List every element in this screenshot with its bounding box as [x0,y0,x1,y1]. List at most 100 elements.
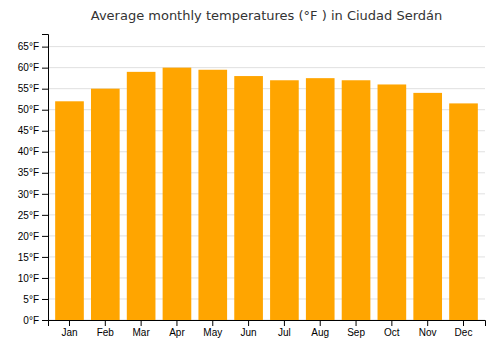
tick-mark [42,215,48,216]
tick: 40°F [18,146,48,157]
axis-domain [49,321,486,327]
bar [198,70,227,320]
tick: Feb [97,320,115,338]
tick: Aug [311,320,329,338]
tick: May [203,320,222,338]
tick-mark [427,320,428,326]
y-axis: 0°F 5°F 10°F 15°F 20°F 25°F 30°F 35°F 40°F 45°F 50… [18,35,49,326]
chart: Average monthly temperatures (°F ) in Ci… [0,0,500,350]
tick-label: Feb [97,327,115,338]
tick-label: Mar [133,327,151,338]
tick-label: 30°F [18,189,39,200]
tick: Jan [61,320,77,338]
tick: 20°F [18,231,48,242]
tick-label: Apr [169,327,185,338]
tick-label: Jul [278,327,291,338]
tick-mark [42,47,48,48]
bars [55,68,478,320]
tick-mark [42,299,48,300]
tick-label: Jun [241,327,257,338]
tick-label: 5°F [23,294,39,305]
tick: 25°F [18,210,48,221]
tick-label: Dec [455,327,473,338]
tick-label: 55°F [18,83,39,94]
bar [413,93,442,320]
tick-label: 65°F [18,41,39,52]
bar [270,80,299,320]
tick: 5°F [23,294,48,305]
tick-mark [42,320,48,321]
tick: 65°F [18,41,48,52]
tick-mark [42,110,48,111]
tick: 35°F [18,167,48,178]
tick-label: 40°F [18,146,39,157]
tick-mark [42,68,48,69]
grid [48,47,485,320]
bar [378,84,407,320]
tick-mark [248,320,249,326]
bar [91,89,120,320]
tick-mark [463,320,464,326]
tick: 55°F [18,83,48,94]
tick: 10°F [18,273,48,284]
tick: Apr [169,320,185,338]
tick-label: 0°F [23,315,39,326]
plot: 0°F 5°F 10°F 15°F 20°F 25°F 30°F 35°F 40°F 45°F 50… [18,35,486,339]
tick-label: Nov [419,327,437,338]
tick: Jun [241,320,257,338]
bar [306,78,335,320]
bar [127,72,156,320]
bar [163,68,192,320]
tick-mark [69,320,70,326]
grid-line [48,67,485,68]
tick-label: 35°F [18,167,39,178]
tick: Sep [347,320,365,338]
tick-mark [141,320,142,326]
tick: Mar [133,320,151,338]
tick-mark [212,320,213,326]
tick: 45°F [18,125,48,136]
tick-label: May [203,327,222,338]
tick-mark [42,236,48,237]
tick-mark [42,131,48,132]
tick-mark [42,257,48,258]
tick-mark [42,173,48,174]
bar [449,103,478,320]
tick-mark [42,278,48,279]
x-axis: Jan Feb Mar Apr May Jun Jul Aug Sep Oct Nov Dec [49,320,486,338]
axis-domain [42,35,49,321]
bar [342,80,371,320]
tick-label: Sep [347,327,365,338]
tick-label: 45°F [18,125,39,136]
grid-line [48,46,485,47]
tick-label: Oct [384,327,400,338]
tick-mark [42,194,48,195]
tick: 50°F [18,104,48,115]
tick-mark [356,320,357,326]
tick-mark [284,320,285,326]
tick-mark [42,152,48,153]
tick: 30°F [18,189,48,200]
bar [234,76,263,320]
tick-label: 20°F [18,231,39,242]
tick-mark [42,89,48,90]
tick-label: 25°F [18,210,39,221]
tick-mark [320,320,321,326]
tick-label: Aug [311,327,329,338]
tick-label: 15°F [18,252,39,263]
tick: Jul [278,320,291,338]
tick-label: 50°F [18,104,39,115]
tick-label: Jan [61,327,77,338]
tick-label: 10°F [18,273,39,284]
tick: 60°F [18,62,48,73]
tick-label: 60°F [18,62,39,73]
tick: Nov [419,320,437,338]
bar [55,101,84,320]
tick: Oct [384,320,400,338]
title: Average monthly temperatures (°F ) in Ci… [91,8,443,23]
tick: 15°F [18,252,48,263]
tick-mark [105,320,106,326]
tick: 0°F [23,315,48,326]
tick-mark [391,320,392,326]
tick: Dec [455,320,473,338]
